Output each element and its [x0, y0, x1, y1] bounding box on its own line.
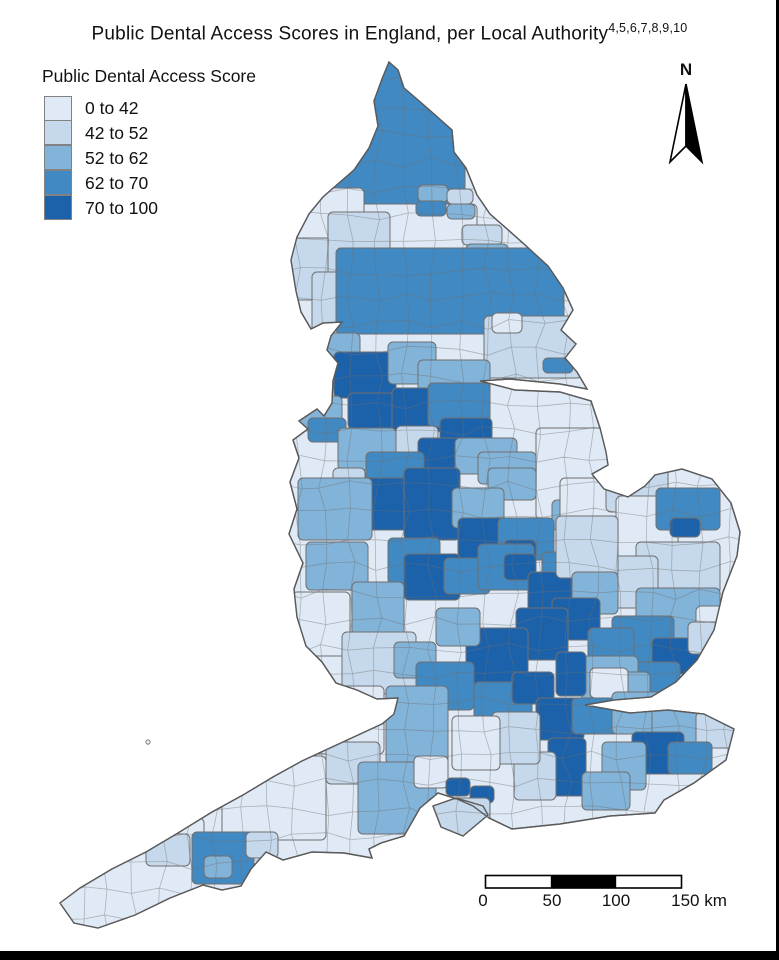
map-region	[203, 855, 233, 879]
legend-label: 52 to 62	[85, 148, 149, 168]
scale-bar	[484, 874, 683, 889]
map-title-text: Public Dental Access Scores in England, …	[91, 23, 609, 45]
map-region	[446, 203, 476, 220]
map-title: Public Dental Access Scores in England, …	[0, 21, 779, 45]
map-region	[305, 541, 369, 591]
legend-row: 0 to 42	[44, 96, 256, 121]
legend-swatch	[44, 170, 72, 196]
map-region	[415, 200, 447, 217]
map-region	[511, 671, 555, 705]
map-title-superscript: 4,5,6,7,8,9,10	[608, 21, 688, 35]
scale-bar-label: 150 km	[671, 891, 727, 910]
map-region	[503, 553, 537, 581]
frame-edge-bottom	[0, 951, 779, 960]
legend-row: 42 to 52	[44, 120, 256, 146]
england-coastline	[59, 60, 741, 929]
map-region	[347, 392, 395, 430]
legend-row: 52 to 62	[44, 145, 256, 171]
legend-label: 62 to 70	[85, 173, 149, 193]
map-regions-layer	[60, 62, 735, 928]
legend-rows: 0 to 42 42 to 52 52 to 62 62 to 70 70 to 100	[44, 96, 256, 221]
map-region	[445, 777, 471, 797]
map-region	[667, 741, 713, 775]
map-region	[451, 715, 501, 771]
small-island	[145, 739, 151, 745]
legend-row: 70 to 100	[44, 195, 256, 221]
scale-bar-label: 100	[601, 891, 631, 910]
legend: Public Dental Access Score 0 to 42 42 to …	[42, 66, 256, 221]
scale-bar-label: 0	[478, 891, 488, 910]
legend-title: Public Dental Access Score	[42, 66, 256, 86]
north-arrow-icon	[668, 83, 704, 165]
map-region	[245, 831, 279, 859]
map-region	[297, 477, 373, 541]
north-arrow-label: N	[679, 60, 693, 79]
legend-swatch	[44, 120, 72, 146]
legend-swatch	[44, 195, 72, 221]
legend-label: 42 to 52	[85, 123, 149, 143]
map-region	[413, 755, 449, 789]
legend-label: 0 to 42	[85, 98, 139, 118]
legend-swatch	[44, 145, 72, 171]
legend-row: 62 to 70	[44, 170, 256, 196]
map-region	[555, 651, 587, 697]
scale-bar-label: 50	[542, 891, 562, 910]
map-region	[669, 517, 701, 538]
map-region	[435, 607, 481, 647]
map-region	[491, 312, 523, 334]
legend-label: 70 to 100	[85, 198, 158, 218]
map-region	[461, 224, 503, 246]
map-region	[542, 357, 574, 374]
frame-edge-right	[776, 0, 779, 960]
map-region	[581, 771, 631, 811]
